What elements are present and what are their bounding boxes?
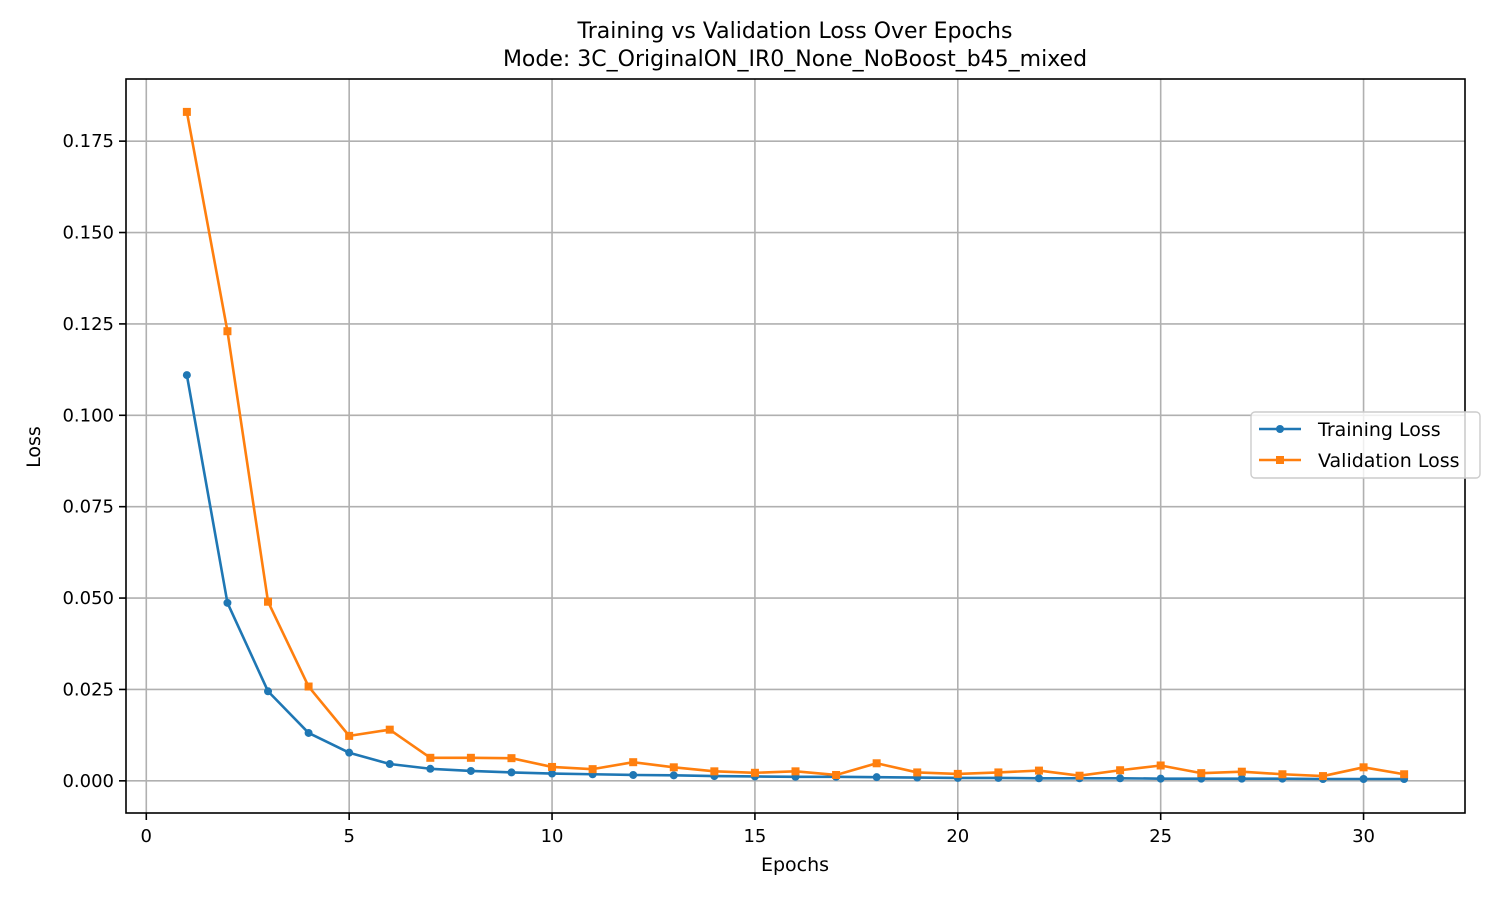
training-loss-point — [304, 728, 313, 737]
validation-loss-point — [1156, 761, 1165, 770]
validation-loss-point — [1116, 766, 1125, 775]
validation-loss-point — [710, 767, 719, 776]
training-loss-point — [385, 760, 394, 769]
training-loss-point — [872, 773, 881, 782]
training-loss-point — [345, 748, 354, 757]
validation-loss-point — [548, 762, 557, 771]
validation-loss-point — [669, 763, 678, 772]
validation-loss-point — [1075, 771, 1084, 780]
validation-loss-point — [182, 107, 191, 116]
validation-loss-point — [1197, 769, 1206, 778]
series-lines — [182, 107, 1409, 784]
training-loss-point — [507, 768, 516, 777]
x-tick-label: 20 — [946, 826, 969, 847]
y-tick-label: 0.100 — [62, 405, 114, 426]
training-loss-point — [548, 769, 557, 778]
validation-loss-point — [588, 765, 597, 774]
validation-loss-point — [629, 758, 638, 767]
validation-loss-point — [385, 725, 394, 734]
x-tick-label: 0 — [141, 826, 152, 847]
training-loss-point — [223, 598, 232, 607]
y-tick-label: 0.050 — [62, 588, 114, 609]
grid — [126, 79, 1465, 813]
x-tick-label: 15 — [743, 826, 766, 847]
validation-loss-point — [466, 753, 475, 762]
legend: Training Loss Validation Loss — [1250, 411, 1481, 479]
validation-loss-point — [994, 768, 1003, 777]
training-loss-point — [1034, 774, 1043, 783]
validation-loss-point — [223, 327, 232, 336]
validation-loss-point — [913, 768, 922, 777]
validation-loss-point — [304, 682, 313, 691]
chart-title: Training vs Validation Loss Over Epochs — [577, 19, 1013, 44]
y-axis-label: Loss — [23, 426, 45, 468]
training-loss-point — [1116, 774, 1125, 783]
y-tick-label: 0.175 — [62, 131, 114, 152]
validation-loss-point — [1034, 766, 1043, 775]
validation-loss-point — [832, 770, 841, 779]
legend-label-training: Training Loss — [1317, 419, 1441, 441]
validation-loss-point — [1237, 767, 1246, 776]
training-loss-point — [466, 766, 475, 775]
validation-loss-point — [1318, 772, 1327, 781]
x-axis-label: Epochs — [761, 854, 829, 876]
validation-loss-point — [507, 754, 516, 763]
training-loss-point — [1156, 774, 1165, 783]
validation-loss-point — [872, 759, 881, 768]
validation-loss-point — [750, 768, 759, 777]
training-loss-point — [1237, 774, 1246, 783]
x-tick-label: 30 — [1352, 826, 1375, 847]
legend-box — [1250, 411, 1481, 479]
y-tick-label: 0.150 — [62, 223, 114, 244]
validation-loss-point — [1359, 763, 1368, 772]
training-loss-point — [264, 687, 273, 696]
training-loss-point — [426, 764, 435, 773]
validation-loss-point — [953, 769, 962, 778]
y-tick-label: 0.000 — [62, 771, 114, 792]
validation-loss-point — [1400, 770, 1409, 779]
legend-marker-training — [1276, 425, 1284, 433]
y-tick-label: 0.125 — [62, 314, 114, 335]
validation-loss-point — [345, 731, 354, 740]
training-loss-point — [1359, 775, 1368, 784]
chart-subtitle: Mode: 3C_OriginalON_IR0_None_NoBoost_b45… — [503, 47, 1087, 72]
axis-ticks: 0 5 10 15 20 25 30 0.000 0.025 0.050 0.075 0.100 0.1… — [62, 131, 1375, 847]
training-loss-point — [669, 771, 678, 780]
training-loss-point — [629, 770, 638, 779]
x-tick-label: 5 — [343, 826, 354, 847]
legend-marker-validation — [1276, 456, 1284, 464]
validation-loss-point — [1278, 770, 1287, 779]
validation-loss-point — [791, 767, 800, 776]
x-tick-label: 10 — [541, 826, 564, 847]
y-tick-label: 0.075 — [62, 497, 114, 518]
validation-loss-point — [426, 753, 435, 762]
validation-loss-point — [264, 597, 273, 606]
y-tick-label: 0.025 — [62, 679, 114, 700]
training-loss-point — [182, 371, 191, 380]
legend-label-validation: Validation Loss — [1318, 450, 1460, 472]
x-tick-label: 25 — [1149, 826, 1172, 847]
